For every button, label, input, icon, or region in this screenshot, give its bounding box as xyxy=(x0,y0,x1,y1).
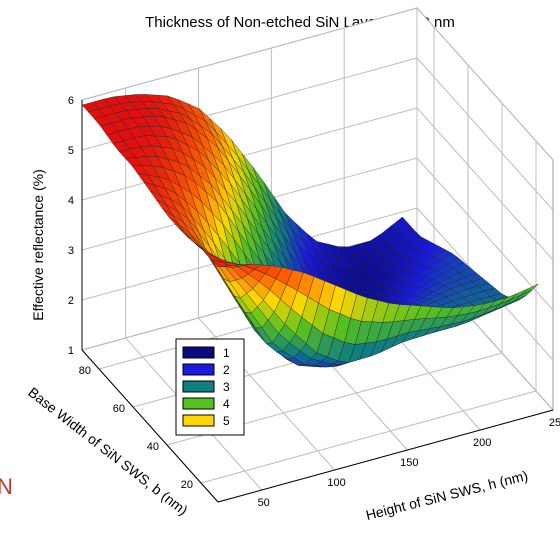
legend-swatch xyxy=(182,380,215,393)
z-tick-label: 3 xyxy=(68,245,74,257)
z-tick-label: 6 xyxy=(68,95,74,107)
legend-label: 4 xyxy=(223,397,230,411)
x-tick-label: 50 xyxy=(258,497,270,509)
x-tick-label: 150 xyxy=(400,457,418,469)
x-tick-label: 25 xyxy=(549,417,560,429)
x-axis-label: Height of SiN SWS, h (nm) xyxy=(364,467,529,523)
z-gridline-back xyxy=(81,7,418,101)
legend-label: 5 xyxy=(223,414,230,428)
y-tick-label: 80 xyxy=(79,365,91,377)
z-gridline-back xyxy=(81,107,418,201)
surface-mesh xyxy=(81,94,539,368)
x-tick-label: 100 xyxy=(327,477,345,489)
y-gridline-floor xyxy=(200,390,537,484)
y-tick-label: 60 xyxy=(113,403,125,415)
y-tick-label: 40 xyxy=(147,441,159,453)
x-tick-label: 200 xyxy=(473,437,491,449)
legend-swatch xyxy=(182,414,215,427)
z-gridline-right xyxy=(416,107,554,261)
legend-swatch xyxy=(182,346,215,359)
legend: 1 2 3 4 5 xyxy=(175,338,245,436)
z-tick-label: 1 xyxy=(68,345,74,357)
z-tick-label: 2 xyxy=(68,295,74,307)
legend-label: 2 xyxy=(223,363,230,377)
z-axis-label: Effective reflectance (%) xyxy=(30,169,46,320)
x-axis-line xyxy=(217,409,554,503)
left-edge-text-fragment: N xyxy=(0,474,13,499)
legend-swatch xyxy=(182,397,215,410)
z-tick-label: 4 xyxy=(68,195,74,207)
surface-cell xyxy=(521,283,539,295)
legend-swatch xyxy=(182,363,215,376)
y-tick-label: 20 xyxy=(181,479,193,491)
z-gridline-right xyxy=(416,7,554,161)
legend-label: 1 xyxy=(223,346,230,360)
z-gridline-right xyxy=(416,57,554,211)
z-gridline-right xyxy=(416,157,554,311)
legend-label: 3 xyxy=(223,380,230,394)
y-axis-line xyxy=(81,349,219,503)
z-tick-label: 5 xyxy=(68,145,74,157)
